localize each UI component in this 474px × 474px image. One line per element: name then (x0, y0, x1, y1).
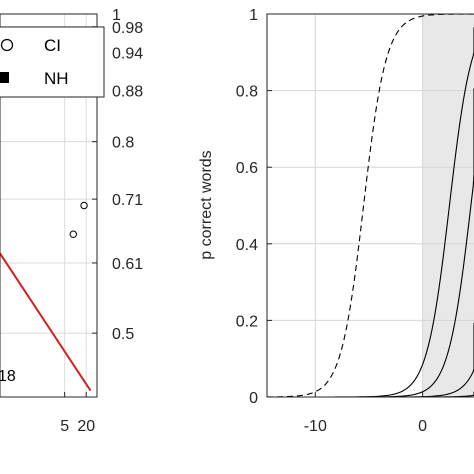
right-y-tick-label-1: 0.2 (236, 313, 258, 330)
red-fit-line (0, 252, 92, 392)
left-right-tick-label-0: 1 (112, 7, 121, 24)
right-y-tick-label-5: 1 (249, 7, 258, 24)
annotation-18: 18 (0, 368, 16, 385)
right-plot-frame (266, 13, 474, 398)
left-x-ticks: 5 20 (60, 392, 95, 435)
ci-point-0 (69, 230, 77, 238)
left-right-tick-label-3: 0.88 (112, 84, 143, 101)
legend-marker-nh (0, 72, 9, 83)
left-right-tick-label-6: 0.61 (112, 256, 143, 273)
right-x-ticks: -10 0 (304, 392, 427, 435)
right-y-ticks: 0 0.2 0.4 0.6 0.8 1 (236, 7, 272, 407)
legend-label-nh: NH (44, 69, 69, 88)
legend: CI NH (0, 26, 105, 98)
left-panel: 10.98 0.94 0.88 0.8 0.71 0.61 0.5 5 20 CI NH 18 (0, 7, 143, 435)
legend-box (0, 26, 105, 98)
legend-label-ci: CI (44, 36, 61, 55)
left-right-tick-label-4: 0.8 (112, 135, 134, 152)
left-right-tick-label-7: 0.5 (112, 326, 134, 343)
right-x-tick-label-1: 0 (418, 418, 427, 435)
left-right-tick-label-5: 0.71 (112, 192, 143, 209)
ci-point-1 (80, 201, 88, 210)
right-y-tick-label-4: 0.8 (236, 84, 258, 101)
legend-marker-ci (0, 38, 14, 52)
right-x-tick-label-0: -10 (304, 418, 327, 435)
y-axis-label: p correct words (198, 150, 215, 259)
right-panel: 0 0.2 0.4 0.6 0.8 1 -10 0 p correct words (198, 7, 474, 435)
left-series (0, 201, 92, 392)
right-y-tick-label-0: 0 (249, 390, 258, 407)
left-right-tick-label-2: 0.94 (112, 45, 143, 62)
left-right-tick-label-1: 0.98 (112, 20, 143, 37)
right-y-tick-label-3: 0.6 (236, 160, 258, 177)
right-y-tick-label-2: 0.4 (236, 237, 258, 254)
left-plot-frame (0, 13, 98, 398)
left-x-tick-label-0: 5 (60, 418, 69, 435)
left-x-tick-label-1: 20 (77, 418, 95, 435)
